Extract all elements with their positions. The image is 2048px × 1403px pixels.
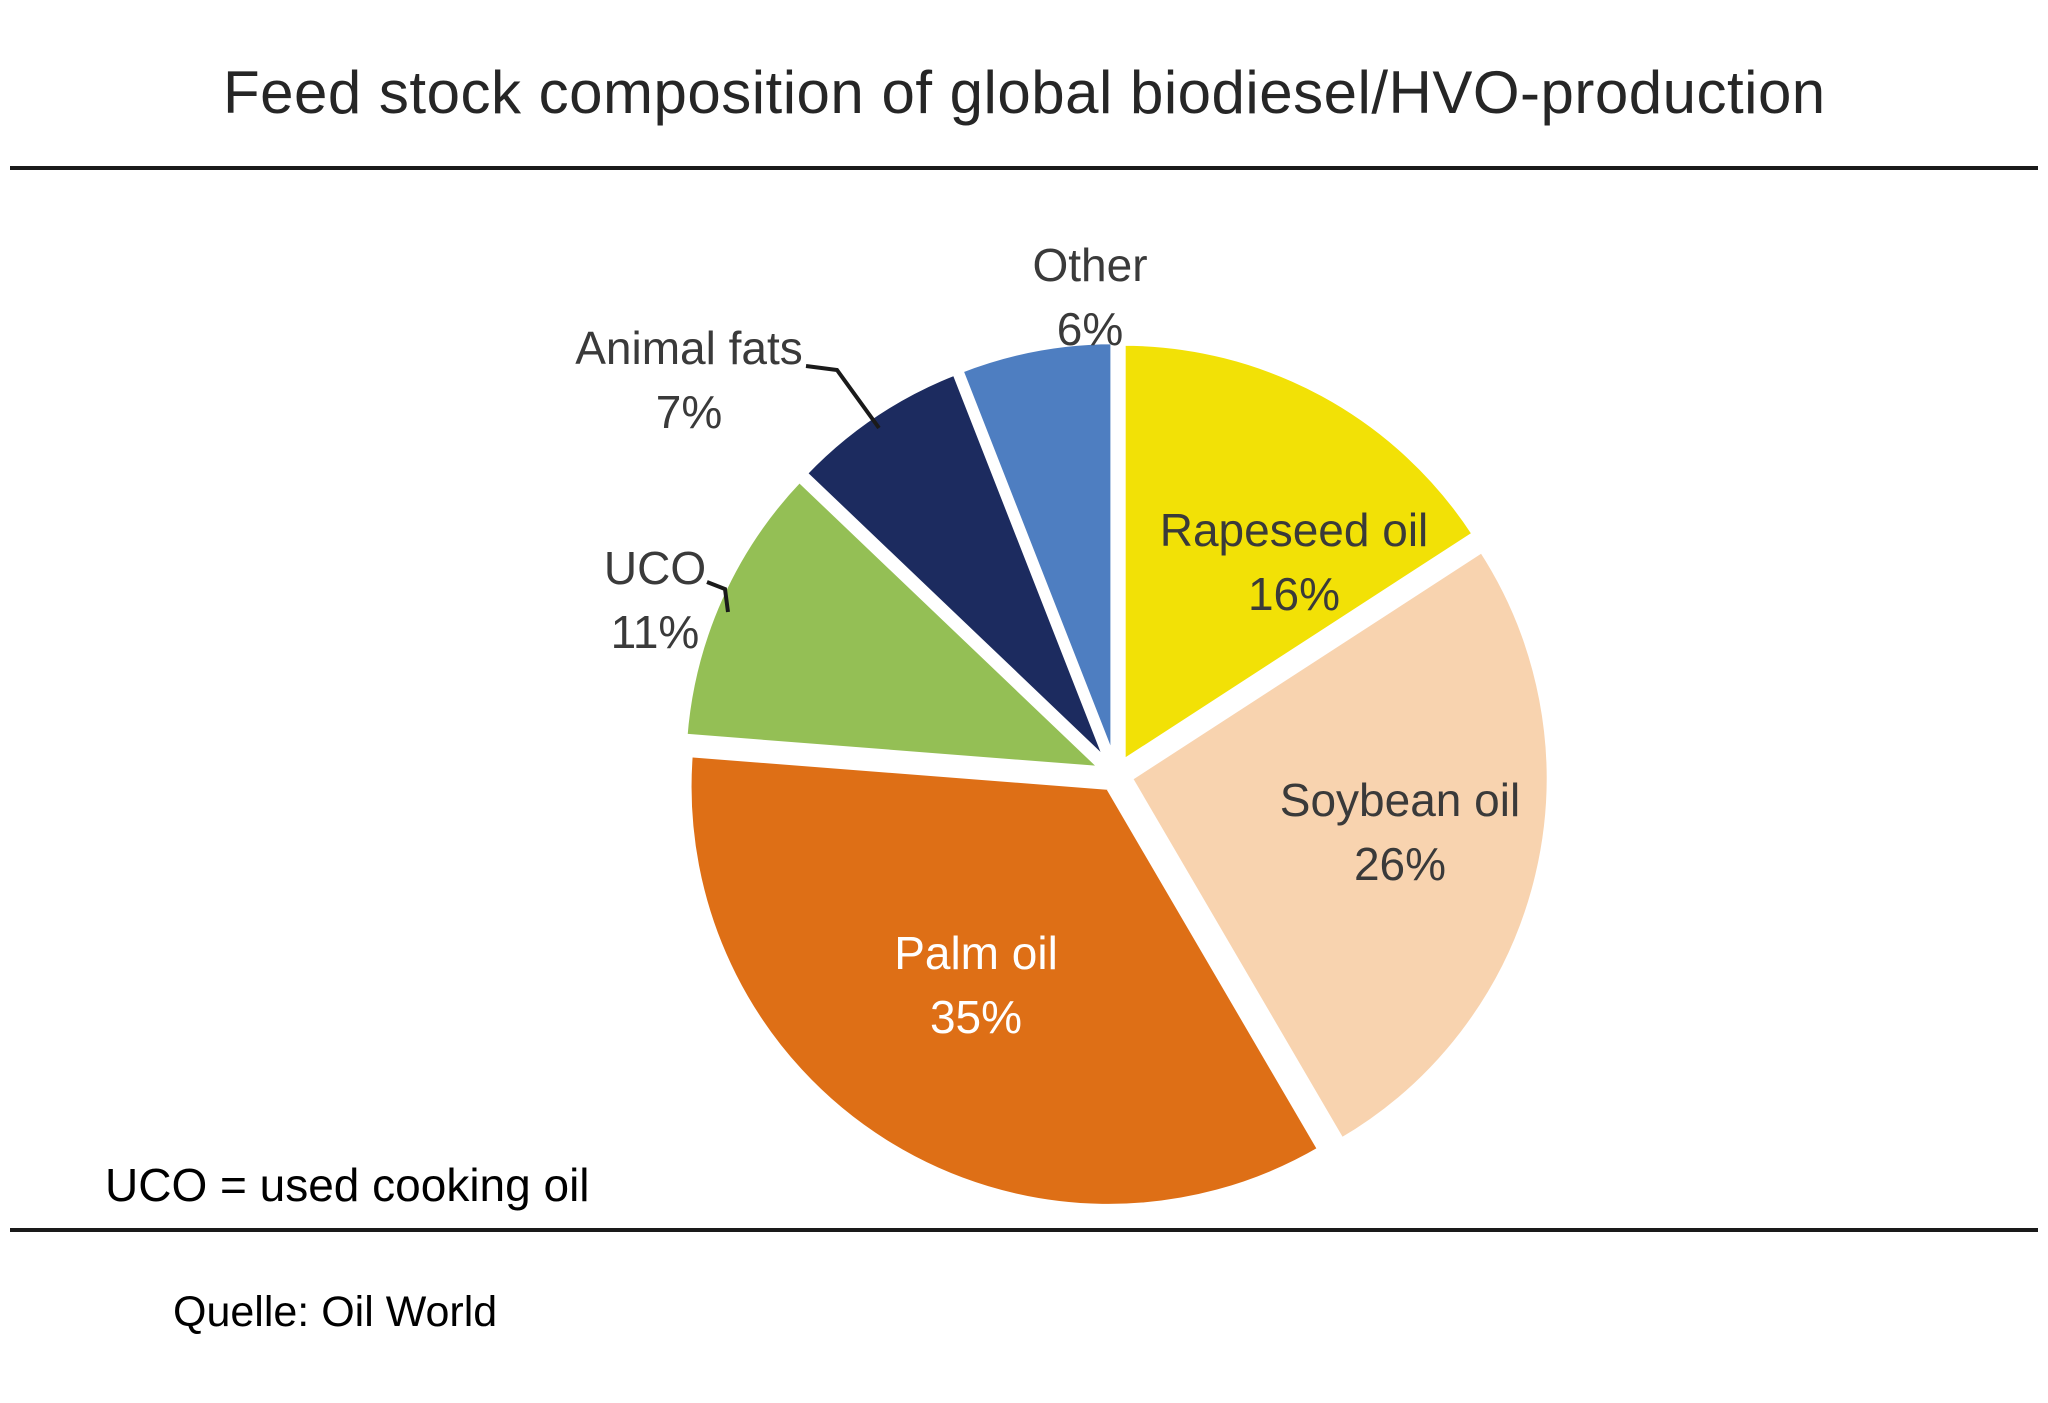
source-text: Quelle: Oil World bbox=[173, 1288, 498, 1336]
pie-slice-animal-fats bbox=[801, 369, 1112, 767]
label-other-name: Other bbox=[1032, 239, 1148, 291]
leader-line-uco bbox=[706, 580, 730, 613]
pie-slice-uco bbox=[681, 476, 1107, 773]
top-divider bbox=[10, 166, 2038, 170]
label-soybean-oil: Soybean oil 26% bbox=[1280, 768, 1520, 896]
label-rapeseed-oil: Rapeseed oil 16% bbox=[1160, 498, 1429, 626]
label-other-value: 6% bbox=[1056, 303, 1124, 355]
leader-line-animal-fats bbox=[805, 364, 881, 430]
pie-slice-soybean-oil bbox=[1126, 546, 1553, 1144]
label-palm-oil: Palm oil 35% bbox=[894, 921, 1058, 1049]
label-uco-name: UCO bbox=[603, 542, 707, 594]
pie-slices bbox=[681, 338, 1553, 1210]
leader-lines bbox=[706, 364, 881, 613]
label-other: Other 6% bbox=[1032, 233, 1147, 361]
footnote: UCO = used cooking oil bbox=[105, 1159, 590, 1211]
label-palm-oil-value: 35% bbox=[929, 991, 1023, 1043]
label-animal-fats-value: 7% bbox=[655, 386, 723, 438]
pie-slice-rapeseed-oil bbox=[1119, 339, 1479, 766]
label-animal-fats-name: Animal fats bbox=[575, 322, 803, 374]
label-soybean-oil-name: Soybean oil bbox=[1279, 774, 1521, 826]
pie-slice-palm-oil bbox=[685, 751, 1324, 1210]
label-soybean-oil-value: 26% bbox=[1353, 838, 1447, 890]
chart-title: Feed stock composition of global biodies… bbox=[223, 59, 1826, 126]
label-uco-value: 11% bbox=[610, 606, 700, 658]
label-rapeseed-oil-name: Rapeseed oil bbox=[1159, 504, 1429, 556]
label-palm-oil-name: Palm oil bbox=[894, 927, 1058, 979]
label-rapeseed-oil-value: 16% bbox=[1247, 568, 1341, 620]
label-uco: UCO 11% bbox=[604, 536, 706, 664]
pie-slice-other bbox=[957, 338, 1117, 765]
bottom-divider bbox=[10, 1228, 2038, 1232]
label-animal-fats: Animal fats 7% bbox=[575, 316, 803, 444]
